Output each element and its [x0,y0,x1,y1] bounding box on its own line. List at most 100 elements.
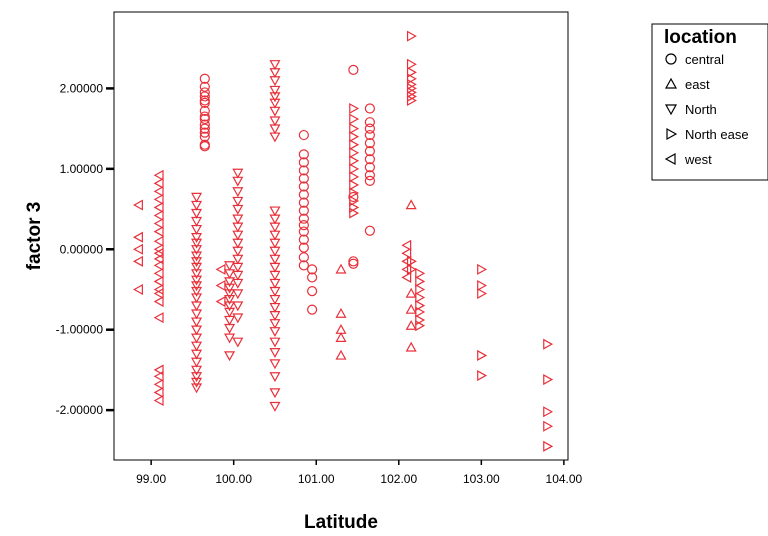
legend-marker-west [664,152,676,166]
data-point-north-ease [349,155,360,167]
data-point-west [215,296,226,308]
data-point-central [364,117,375,128]
data-point-north [269,294,281,305]
data-point-north [269,124,281,135]
data-point-north [269,401,281,412]
data-point-north-ease [349,123,360,135]
y-tick-label: 0.00000 [60,242,104,256]
data-point-west [153,267,164,279]
data-point-west [153,370,164,382]
data-point-west [153,177,164,189]
data-point-central [199,95,210,106]
data-point-north-ease [415,267,426,279]
data-point-central [298,220,309,231]
data-point-central [199,123,210,134]
legend-marker-north-ease [666,127,678,141]
legend: location central east North North ease west [651,23,768,181]
data-point-east [405,287,417,298]
data-point-north [232,222,244,233]
data-point-west [401,271,412,283]
data-point-north [232,238,244,249]
data-point-east [335,307,347,318]
data-point-north [191,301,203,312]
data-point-north [232,313,244,324]
data-point-central [199,119,210,130]
data-points-layer [133,30,554,452]
data-point-north-ease [406,255,417,267]
data-point-central [364,103,375,114]
data-point-north-ease [406,94,417,106]
data-point-north [191,325,203,336]
data-point-north [269,359,281,370]
data-point-east [405,199,417,210]
data-point-north-ease [349,171,360,183]
data-point-north-ease [406,73,417,85]
data-point-west [401,247,412,259]
data-point-west [215,279,226,291]
data-point-north [232,187,244,198]
data-point-north [232,337,244,348]
data-point-east [335,263,347,274]
data-point-central [364,123,375,134]
data-point-north [224,261,236,272]
data-point-north [269,262,281,273]
data-point-north [191,286,203,297]
data-point-north [269,270,281,281]
data-point-north [269,68,281,79]
data-point-west [153,259,164,271]
data-point-north-ease [543,374,554,386]
data-point-north [224,323,236,334]
data-point-north [269,106,281,117]
data-point-north-ease [349,113,360,125]
data-point-north [191,238,203,249]
data-point-central [364,175,375,187]
data-point-north [232,176,244,187]
data-point-north-ease [477,349,488,361]
data-point-north [191,281,203,292]
data-point-north [269,246,281,257]
data-point-west [153,253,164,265]
data-point-north-ease [406,263,417,275]
data-point-west [133,243,143,255]
data-point-north [232,262,244,273]
data-point-west [153,235,164,247]
data-point-central [307,264,318,275]
data-point-north-ease [477,279,488,291]
data-point-central [199,87,210,98]
data-point-central [364,225,375,236]
data-point-north-ease [349,163,360,175]
data-point-west [153,364,164,376]
data-point-central [298,181,309,192]
data-point-central [307,272,318,283]
data-point-north [191,233,203,243]
data-point-central [298,149,309,160]
data-point-west [153,201,164,213]
data-point-north [191,372,203,383]
data-point-central [199,127,210,138]
data-point-north [224,289,236,300]
data-point-north [269,388,281,399]
data-point-north [191,365,203,376]
data-point-north [269,311,281,321]
data-point-central [298,129,309,141]
data-point-north [191,357,203,368]
data-point-central [199,81,210,92]
y-tick-label: -1.00000 [56,323,104,337]
data-point-central [199,111,210,122]
data-point-north [269,222,281,233]
data-point-central [298,189,309,200]
data-point-north [224,315,236,326]
data-point-north [232,196,244,207]
data-point-north [191,377,203,388]
data-point-north [269,206,281,217]
data-point-north [191,216,203,227]
data-point-central [348,191,359,203]
y-tick-label: -2.00000 [56,403,104,417]
data-point-central [307,304,318,315]
data-point-north-ease [349,195,360,207]
data-point-north [269,214,281,225]
data-point-east [405,303,417,314]
data-point-north-ease [415,275,426,287]
data-point-central [298,157,309,168]
x-tick-label: 99.00 [136,472,166,486]
